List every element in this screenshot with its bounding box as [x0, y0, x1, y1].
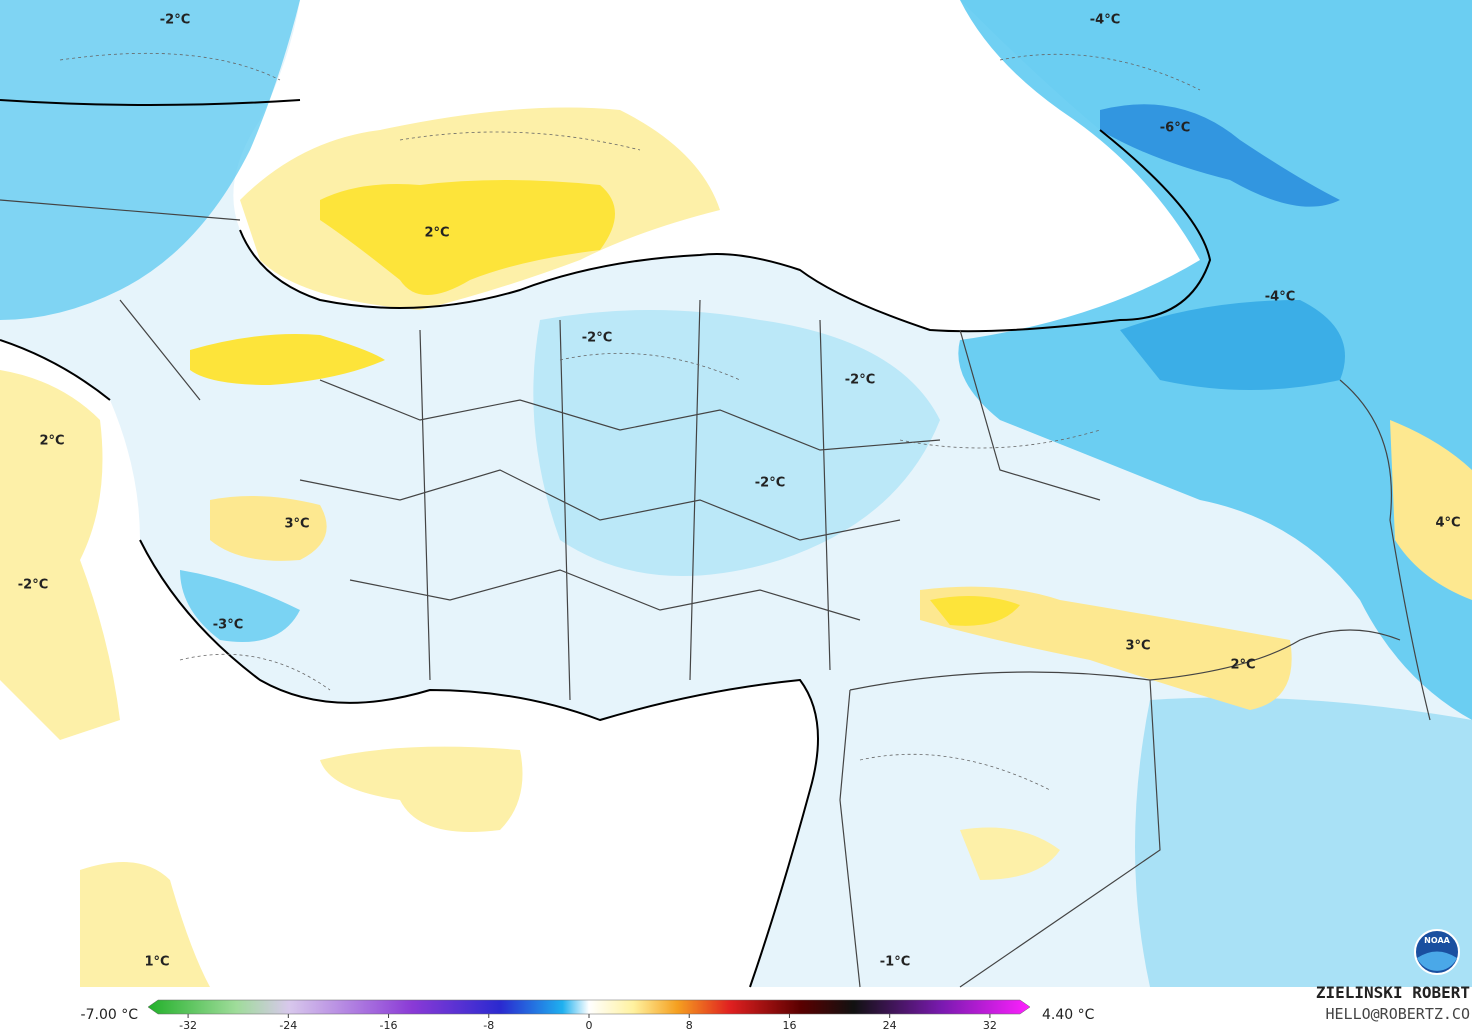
- warm-region: [210, 496, 327, 561]
- warm-region: [80, 862, 210, 987]
- contour-line: [59, 52, 1201, 791]
- very-cold-region: [1120, 300, 1345, 390]
- contour-label: -1°C: [880, 955, 910, 970]
- colorbar-max: 4.40 °C: [1042, 1007, 1095, 1023]
- contour-label: 3°C: [1125, 639, 1150, 654]
- warm-region: [320, 746, 523, 832]
- colorbar-tick-label: -32: [179, 1019, 197, 1032]
- colorbar-tick-label: 16: [782, 1019, 796, 1032]
- contour-label: -2°C: [845, 373, 875, 388]
- contour-label: -4°C: [1090, 13, 1120, 28]
- warm-region: [1390, 420, 1472, 600]
- contour-label: -2°C: [755, 476, 785, 491]
- warmer-region: [320, 180, 615, 295]
- contour-label: 1°C: [144, 955, 169, 970]
- colorbar-tick-label: 24: [883, 1019, 897, 1032]
- colorbar: -7.00 °C 4.40 °C -32 -24 -16 -8 0 8 16 24 32: [81, 999, 1095, 1032]
- country-border: [0, 199, 1431, 988]
- map-area: -2°C -4°C -6°C 2°C -4°C -2°C -2°C 2°C -2°C 3°C 4°C…: [0, 0, 1472, 988]
- warmer-region: [930, 596, 1020, 626]
- contour-label: -2°C: [582, 331, 612, 346]
- contour-label: 2°C: [39, 434, 64, 449]
- contour-label: -2°C: [18, 578, 48, 593]
- noaa-logo: NOAA: [1414, 929, 1460, 975]
- coastline: [0, 99, 1212, 988]
- cold-region: [0, 0, 300, 320]
- colorbar-tick-label: 32: [983, 1019, 997, 1032]
- logo-text: NOAA: [1424, 936, 1450, 945]
- cold-region: [180, 570, 300, 642]
- contour-label: 3°C: [284, 517, 309, 532]
- warm-region: [920, 586, 1292, 710]
- contour-label: 4°C: [1435, 516, 1460, 531]
- colorbar-scale: [147, 999, 1031, 1015]
- colorbar-tick-label: -24: [279, 1019, 297, 1032]
- contour-label: -6°C: [1160, 121, 1190, 136]
- colorbar-tick-label: 8: [686, 1019, 693, 1032]
- author: ZIELINSKI ROBERT: [1316, 983, 1470, 1002]
- warmer-region: [190, 334, 385, 385]
- contour-label: -3°C: [213, 618, 243, 633]
- warm-region: [960, 827, 1060, 880]
- cool-region: [1135, 697, 1472, 987]
- very-cold-region: [1100, 104, 1340, 207]
- province-border: [299, 299, 941, 701]
- colorbar-tick-label: 0: [586, 1019, 593, 1032]
- cool-region: [533, 310, 940, 576]
- contour-label: 2°C: [1230, 658, 1255, 673]
- contour-label: -4°C: [1265, 290, 1295, 305]
- contour-label: 2°C: [424, 226, 449, 241]
- contour-label: -2°C: [160, 13, 190, 28]
- contour-labels: -2°C -4°C -6°C 2°C -4°C -2°C -2°C 2°C -2°C 3°C 4°C…: [18, 13, 1461, 970]
- colorbar-tick-label: -8: [483, 1019, 494, 1032]
- colorbar-tick-label: -16: [380, 1019, 398, 1032]
- colorbar-min: -7.00 °C: [81, 1007, 139, 1023]
- warm-region: [0, 370, 120, 740]
- mediterranean-sea: [0, 340, 818, 987]
- logo-wave: [1417, 951, 1457, 971]
- email: HELLO@ROBERTZ.CO: [1326, 1005, 1471, 1023]
